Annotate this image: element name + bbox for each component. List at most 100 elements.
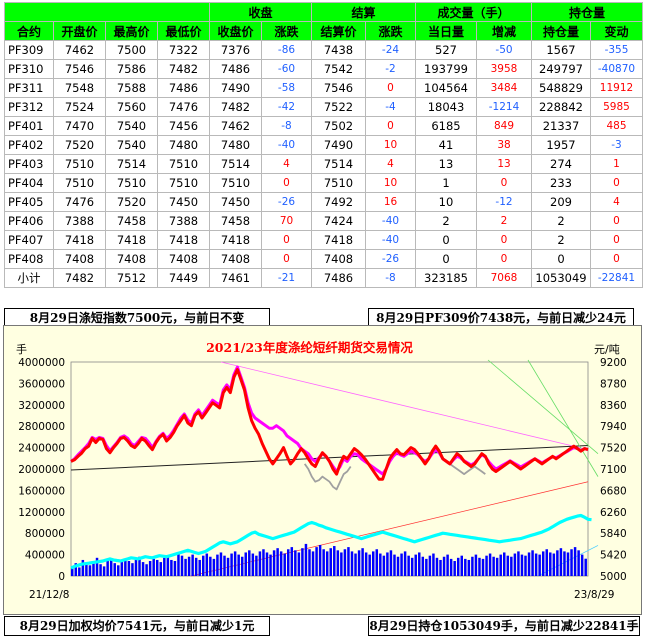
table-cell: 7540 [105,116,158,136]
y-right-tick-label: 6260 [600,507,627,519]
volume-bar [467,559,471,576]
table-cell: 7322 [157,40,210,60]
table-cell: -40 [365,230,416,250]
table-cell: -40 [261,135,312,155]
y-left-tick-label: 800000 [25,528,65,540]
table-cell: 7482 [209,97,262,117]
table-cell: 7476 [53,192,106,212]
table-cell: 7510 [105,173,158,193]
table-cell: -60 [261,59,312,79]
volume-bar [290,547,294,576]
table-row: PF405 7476 7520 7450 7450 -26 7492 16 10 -12 209 4 [4,192,643,212]
volume-bar [340,552,343,576]
volume-bar [485,555,488,576]
table-cell: 7462 [53,40,106,60]
y-left-tick-label: 2800000 [18,421,65,433]
volume-bar [113,563,116,576]
table-cell: PF403 [4,154,54,174]
volume-bar [159,562,163,576]
table-cell: 小计 [4,268,54,288]
volume-bar [272,550,276,576]
table-cell: 7449 [157,268,210,288]
volume-bar [538,554,541,576]
table-cell: PF311 [4,78,54,98]
column-header: 持仓量 [531,21,591,41]
volume-bar [499,554,502,576]
table-cell: 7388 [53,211,106,231]
volume-bar [248,550,251,576]
volume-bar [202,555,205,576]
table-cell: -42 [261,97,312,117]
table-cell: 527 [415,40,477,60]
table-cell: -86 [261,40,312,60]
table-cell: -355 [590,40,643,60]
x-end-label: 23/8/29 [574,589,614,601]
volume-bar [304,543,308,576]
volume-bar [251,553,255,576]
secondary-price-line [449,463,486,476]
table-cell: PF405 [4,192,54,212]
table-cell: 7548 [53,78,106,98]
volume-bar [386,552,389,576]
column-header: 收盘价 [209,21,262,41]
volume-bar [403,551,407,576]
volume-bar [102,566,106,576]
volume-bar [325,551,329,576]
table-cell: 104564 [415,78,477,98]
table-row: PF408 7408 7408 7408 7408 0 7408 -26 0 0 0 0 [4,249,643,269]
volume-bar [262,549,265,576]
volume-bar [117,565,120,576]
table-cell: PF404 [4,173,54,193]
table-cell: 7408 [157,249,210,269]
volume-bar [545,549,548,576]
table-cell: 7510 [157,173,210,193]
volume-bar [350,551,354,576]
volume-bar [205,553,209,576]
group-header-row: 收盘 结算 成交量（手） 持仓量 [4,2,643,22]
table-cell: 7510 [53,173,106,193]
trend-line-green [527,359,599,477]
table-cell: 7480 [209,135,262,155]
table-cell: 0 [590,230,643,250]
volume-bar [400,553,403,576]
table-cell: -8 [261,116,312,136]
table-cell: 7482 [53,268,106,288]
table-cell: -12 [476,192,532,212]
table-cell: 5985 [590,97,643,117]
table-cell: 4 [261,154,312,174]
volume-bar [318,544,322,576]
volume-bar [414,554,417,576]
volume-bar [503,552,506,576]
column-header: 变动 [590,21,643,41]
table-cell: 228842 [531,97,591,117]
volume-bar [187,556,191,576]
volume-bar [240,556,244,576]
volume-bar [453,561,456,576]
table-cell: 0 [590,211,643,231]
volume-bar [421,556,425,576]
table-cell: 38 [476,135,532,155]
volume-bar [375,549,379,576]
table-cell: -40 [365,211,416,231]
table-cell: 2 [531,211,591,231]
volume-bar [531,550,534,576]
volume-bar [230,553,233,576]
subtotal-row: 小计 7482 7512 7449 7461 -21 7486 -8 323185 7068 105… [4,268,643,288]
table-cell: 3958 [476,59,532,79]
table-cell: 7586 [105,59,158,79]
table-cell: 7588 [105,78,158,98]
table-cell: 70 [261,211,312,231]
table-cell: 7520 [105,192,158,212]
volume-bar [106,561,109,576]
table-cell: 4 [590,192,643,212]
futures-quote-table: 收盘 结算 成交量（手） 持仓量 合约 开盘价 最高价 最低价 收盘价 涨跌 结算价 涨跌 当日量 增减持… [4,2,643,288]
table-cell: 7408 [105,249,158,269]
volume-bar [283,553,286,576]
volume-bar [481,558,485,576]
table-cell: 1567 [531,40,591,60]
table-cell: 7514 [311,154,366,174]
chart-panel: 0 400000 800000 1200000 1600000 2000000 240000… [3,325,642,615]
table-cell: 7490 [209,78,262,98]
table-cell: 0 [590,173,643,193]
table-cell: -40870 [590,59,643,79]
